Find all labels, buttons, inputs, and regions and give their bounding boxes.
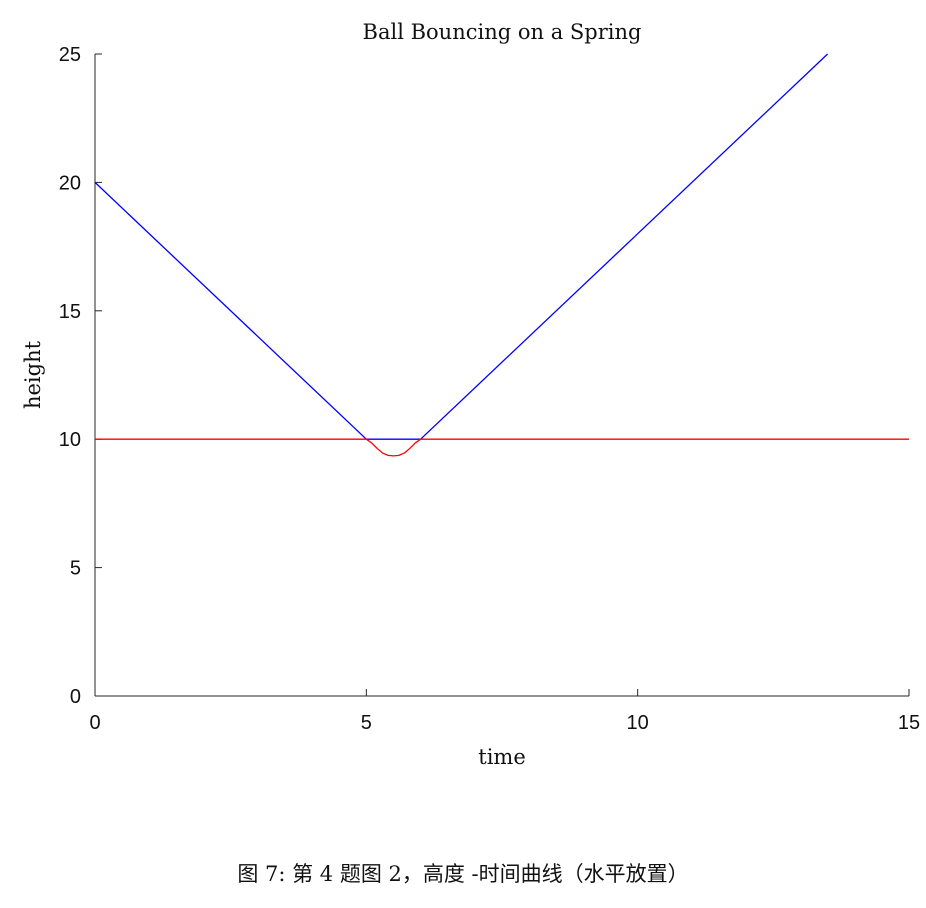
x-ticks: 0 5 10 15 <box>89 689 920 734</box>
x-axis-label: time <box>478 745 526 769</box>
y-tick-label: 15 <box>59 301 81 323</box>
series-layer <box>94 53 909 457</box>
x-tick-label: 10 <box>627 712 649 734</box>
y-tick-label: 10 <box>59 429 81 451</box>
y-ticks: 0 5 10 15 20 25 <box>59 44 102 708</box>
figure-caption: 图 7: 第 4 题图 2，高度 -时间曲线（水平放置） <box>237 862 689 886</box>
y-tick-label: 20 <box>59 172 81 194</box>
series-line-blue <box>94 53 829 440</box>
x-tick-label: 15 <box>898 712 920 734</box>
y-axis-label: height <box>21 340 45 409</box>
x-tick-label: 5 <box>361 712 372 734</box>
chart: Ball Bouncing on a Spring 0 5 10 15 0 5 10 15 2… <box>21 20 920 769</box>
series-line-red <box>95 438 909 457</box>
x-tick-label: 0 <box>89 712 100 734</box>
y-tick-label: 5 <box>70 558 81 580</box>
y-tick-label: 0 <box>70 686 81 708</box>
y-tick-label: 25 <box>59 44 81 66</box>
axes <box>94 54 909 697</box>
chart-title: Ball Bouncing on a Spring <box>363 20 642 44</box>
